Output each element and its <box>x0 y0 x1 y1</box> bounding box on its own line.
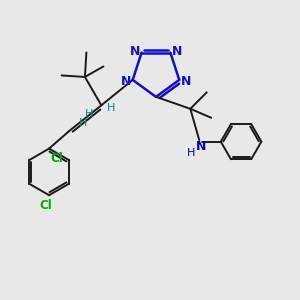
Text: H: H <box>79 118 87 128</box>
Text: N: N <box>121 75 131 88</box>
Text: H: H <box>187 148 195 158</box>
Text: Cl: Cl <box>50 152 63 165</box>
Text: N: N <box>130 45 140 58</box>
Text: H: H <box>107 103 115 113</box>
Text: N: N <box>172 45 182 58</box>
Text: N: N <box>196 140 206 153</box>
Text: N: N <box>181 75 191 88</box>
Text: Cl: Cl <box>39 199 52 212</box>
Text: H: H <box>85 109 93 119</box>
